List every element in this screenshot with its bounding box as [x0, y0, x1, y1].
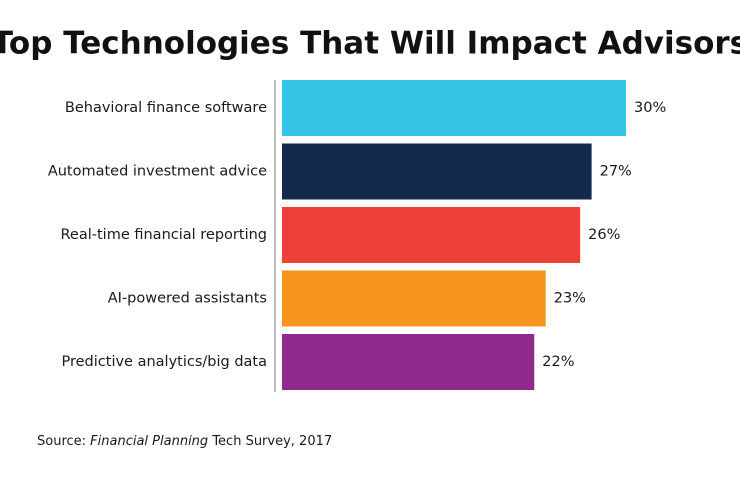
- chart-title: Top Technologies That Will Impact Adviso…: [0, 26, 740, 62]
- category-label: Automated investment advice: [48, 164, 267, 180]
- bar: [282, 143, 592, 200]
- value-label: 27%: [600, 164, 632, 180]
- source-publication: Financial Planning: [90, 434, 208, 449]
- category-label: Behavioral finance software: [65, 100, 267, 116]
- category-label: Real-time financial reporting: [61, 227, 268, 243]
- bar: [282, 80, 626, 136]
- value-label: 22%: [542, 354, 574, 370]
- value-label: 26%: [588, 227, 620, 243]
- source-suffix: Tech Survey, 2017: [208, 434, 332, 449]
- value-label: 23%: [554, 291, 586, 307]
- value-label: 30%: [634, 100, 666, 116]
- source: Source: Financial Planning Tech Survey, …: [37, 434, 332, 449]
- category-label: AI-powered assistants: [108, 291, 267, 307]
- source-prefix: Source:: [37, 434, 90, 449]
- bar: [282, 270, 546, 327]
- bar: [282, 334, 535, 390]
- bar: [282, 207, 581, 263]
- category-label: Predictive analytics/big data: [62, 354, 268, 370]
